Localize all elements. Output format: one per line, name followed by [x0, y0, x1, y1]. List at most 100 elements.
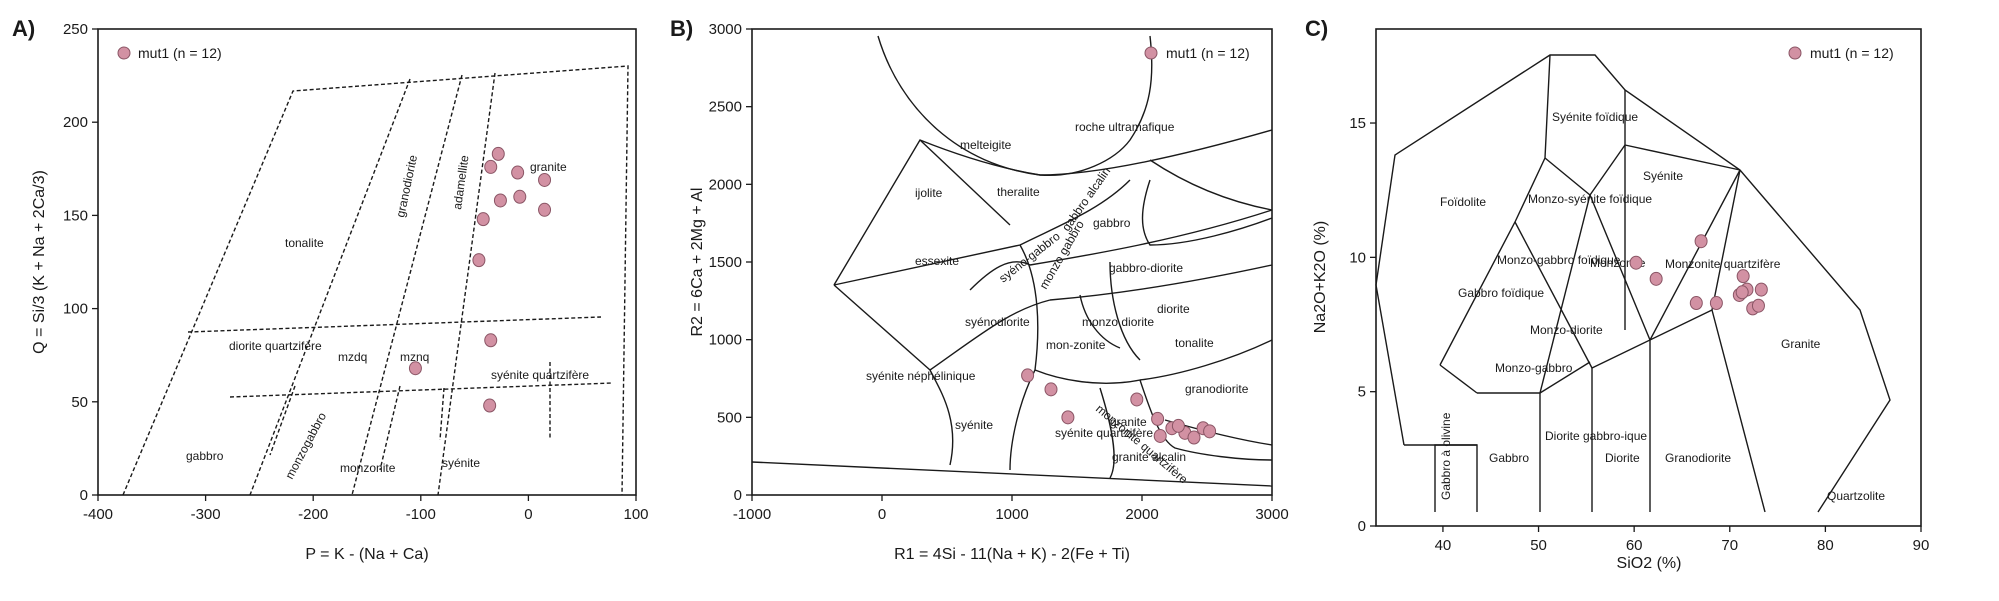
panel-a-legend: mut1 (n = 12)	[117, 45, 222, 61]
field-label: syénite	[442, 456, 480, 470]
x-tick-label: -300	[191, 506, 221, 523]
panel-c-fields	[1375, 54, 1891, 513]
data-point	[1044, 382, 1058, 397]
x-tick-label: 40	[1435, 537, 1452, 554]
panel-a-fields	[122, 65, 629, 496]
x-tick-label: -100	[406, 506, 436, 523]
y-tick-label: 10	[1349, 249, 1366, 266]
y-tick-label: 0	[1358, 518, 1366, 535]
y-tick-label: 500	[717, 409, 742, 426]
y-axis-title: Na2O+K2O (%)	[1312, 221, 1329, 333]
x-tick-label: -400	[83, 506, 113, 523]
y-tick-label: 50	[71, 394, 88, 411]
x-tick-label: -1000	[733, 506, 771, 523]
field-label: roche ultramafique	[1075, 120, 1175, 134]
legend-marker	[1788, 46, 1802, 60]
field-label: syénite	[955, 418, 993, 432]
y-tick-label: 100	[63, 301, 88, 318]
field-label: syénodiorite	[965, 315, 1030, 329]
y-tick-label: 200	[63, 114, 88, 131]
field-label: Quartzolite	[1827, 489, 1885, 503]
data-point	[1187, 430, 1201, 445]
x-tick-label: 70	[1721, 537, 1738, 554]
y-axis-title: R2 = 6Ca + 2Mg + Al	[689, 188, 706, 337]
data-point	[1735, 285, 1749, 300]
data-point	[1709, 296, 1723, 311]
y-tick-label: 2000	[709, 176, 742, 193]
field-label: granodiorite	[393, 153, 420, 218]
data-point	[472, 253, 486, 268]
data-point	[491, 146, 505, 161]
legend-marker	[1144, 46, 1158, 60]
field-label: syénite néphélinique	[866, 369, 976, 383]
field-label: adamellite	[450, 154, 472, 210]
field-label: granite	[1110, 415, 1147, 429]
panel-c-legend: mut1 (n = 12)	[1788, 45, 1894, 61]
x-tick-label: -200	[298, 506, 328, 523]
field-label: tonalite	[285, 236, 324, 250]
panel-b-fields	[751, 35, 1273, 487]
field-label: gabbro	[1093, 216, 1131, 230]
y-tick-label: 1000	[709, 332, 742, 349]
field-label: tonalite	[1175, 336, 1214, 350]
data-point	[513, 189, 527, 204]
y-tick-label: 250	[63, 21, 88, 38]
y-tick-label: 5	[1358, 384, 1366, 401]
field-label: Foïdolite	[1440, 195, 1486, 209]
field-label: melteigite	[960, 138, 1012, 152]
panel-b: B) roche ultr	[670, 16, 1289, 563]
panel-a-frame	[97, 28, 637, 496]
data-point	[1153, 428, 1167, 443]
field-label: granite alcalin	[1112, 450, 1186, 464]
field-label: Gabbro	[1489, 451, 1529, 465]
data-point	[1130, 392, 1144, 407]
panel-b-letter: B)	[670, 16, 693, 41]
data-point	[1689, 296, 1703, 311]
field-label: mzdq	[338, 350, 367, 364]
data-point	[1629, 255, 1643, 270]
data-point	[483, 398, 497, 413]
field-label: diorite quartzifère	[229, 339, 322, 353]
field-label: Monzonite quartzifère	[1665, 257, 1781, 271]
panel-c-field-labels: Foïdolite Syénite foïdique Syénite Monzo…	[1439, 110, 1885, 503]
legend-label: mut1 (n = 12)	[1810, 45, 1894, 61]
x-tick-label: 50	[1530, 537, 1547, 554]
field-label: Granodiorite	[1665, 451, 1731, 465]
x-axis-title: P = K - (Na + Ca)	[305, 546, 428, 563]
y-tick-label: 15	[1349, 115, 1366, 132]
panel-c-frame	[1375, 28, 1922, 527]
data-point	[1171, 418, 1185, 433]
field-label: mon-zonite	[1046, 338, 1106, 352]
field-label: Monzo-syénite foïdique	[1528, 192, 1652, 206]
y-tick-label: 0	[734, 487, 742, 504]
data-point	[484, 159, 498, 174]
data-point	[511, 165, 525, 180]
data-point	[1736, 269, 1750, 284]
field-label: diorite	[1157, 302, 1190, 316]
panel-b-legend: mut1 (n = 12)	[1144, 45, 1250, 61]
data-point	[1751, 298, 1765, 313]
x-axis-title: SiO2 (%)	[1617, 555, 1682, 572]
field-label: Monzo-gabbro	[1495, 361, 1573, 375]
field-label: Gabbro à olivine	[1439, 412, 1453, 500]
field-label: theralite	[997, 185, 1040, 199]
field-label: granite	[530, 160, 567, 174]
field-label: syénite quartzifère	[491, 368, 589, 382]
legend-marker	[117, 46, 131, 60]
x-tick-label: 0	[524, 506, 532, 523]
panel-c-letter: C)	[1305, 16, 1328, 41]
y-tick-label: 0	[80, 487, 88, 504]
panel-a-letter: A)	[12, 16, 35, 41]
field-label: Syénite	[1643, 169, 1683, 183]
y-tick-label: 150	[63, 207, 88, 224]
x-tick-label: 1000	[995, 506, 1028, 523]
field-label: mznq	[400, 350, 429, 364]
x-tick-label: 60	[1626, 537, 1643, 554]
field-label: Monzo-gabbro foïdique	[1497, 253, 1621, 267]
x-axis-title: R1 = 4Si - 11(Na + K) - 2(Fe + Ti)	[894, 546, 1130, 563]
panel-a: A) tonalite granodiorite adamellite gran…	[12, 16, 649, 563]
field-label: Gabbro foïdique	[1458, 286, 1544, 300]
data-point	[476, 212, 490, 227]
x-tick-label: 2000	[1125, 506, 1158, 523]
